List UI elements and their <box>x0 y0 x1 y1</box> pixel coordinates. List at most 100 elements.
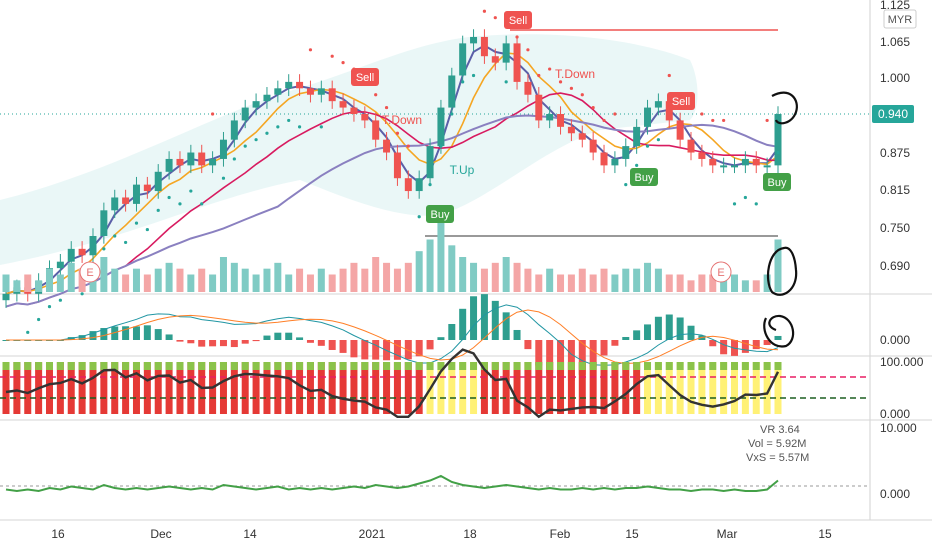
osc-column-top <box>752 362 760 370</box>
osc-column <box>274 362 282 414</box>
osc-column-top <box>600 362 608 370</box>
volume-bar <box>306 274 314 292</box>
volume-bar <box>611 274 619 292</box>
signal-buy-badge <box>763 173 791 191</box>
sar-dot <box>200 202 204 206</box>
candle-body <box>448 75 456 108</box>
sar-dot <box>482 9 487 13</box>
osc-column-top <box>774 362 782 370</box>
osc-line <box>5 348 780 419</box>
macd-hist-bar <box>448 324 456 340</box>
sar-dot <box>297 125 302 129</box>
osc-column-top <box>350 362 358 370</box>
osc-column-top <box>611 362 619 370</box>
sar-dot <box>504 80 508 84</box>
candle-body <box>241 107 249 121</box>
macd-hist-bar <box>589 340 597 367</box>
volume-bar <box>698 274 706 292</box>
osc-column-top <box>720 362 728 370</box>
macd-hist-bar <box>143 325 151 340</box>
osc-column-top <box>415 362 423 370</box>
macd-hist-bar <box>720 340 728 355</box>
candle-body <box>2 293 10 301</box>
channel-cloud <box>0 34 698 265</box>
candle-body <box>219 139 227 159</box>
candle-body <box>306 88 314 95</box>
sar-dot <box>330 54 334 58</box>
candle-body <box>230 120 238 140</box>
ink-mark-volume <box>766 246 798 296</box>
macd-hist-bar <box>198 340 206 347</box>
osc-column <box>67 362 75 414</box>
osc-column <box>285 362 293 414</box>
volume-bar <box>100 257 108 292</box>
sar-dot <box>374 93 378 97</box>
osc-column <box>480 362 488 414</box>
sar-dot <box>254 138 258 142</box>
volume-bar <box>24 274 32 292</box>
volume-bar <box>132 268 140 292</box>
candle-body <box>557 114 565 127</box>
sar-dot <box>417 215 421 219</box>
volume-bar <box>470 262 478 292</box>
osc-column-top <box>89 362 97 370</box>
candle-body <box>567 126 575 134</box>
macd-hist-bar <box>709 340 717 347</box>
candle-body <box>459 43 467 76</box>
volume-bar <box>720 280 728 292</box>
last-price-badge <box>872 105 914 123</box>
sar-dot <box>221 176 226 180</box>
candle-body <box>296 81 304 89</box>
sar-dot <box>624 183 628 187</box>
osc-column-top <box>546 362 554 370</box>
volume-bar <box>56 274 64 292</box>
volume-bar <box>709 274 717 292</box>
currency-box[interactable] <box>883 9 917 29</box>
signal-buy-label: Buy <box>431 209 450 221</box>
candle-body <box>763 165 771 168</box>
osc-column <box>393 362 401 414</box>
sar-dot <box>754 202 758 206</box>
sar-dot <box>548 67 552 71</box>
volume-bar <box>665 274 673 292</box>
macd-line <box>6 304 779 366</box>
macd-hist-bar <box>339 340 347 353</box>
sar-dot <box>667 73 671 78</box>
macd-hist-bar <box>774 335 782 340</box>
osc-column <box>731 362 739 414</box>
price-axis-tick: 1.125 <box>880 0 910 12</box>
osc-column <box>654 362 662 414</box>
earnings-marker-1[interactable] <box>79 261 101 283</box>
osc-column-top <box>56 362 64 370</box>
volume-bar <box>600 268 608 292</box>
osc-column <box>470 362 478 414</box>
candle-body <box>209 158 217 166</box>
osc-column <box>622 362 630 414</box>
osc-column <box>459 362 467 414</box>
macd-hist-bar <box>219 340 227 347</box>
volume-bar <box>274 262 282 292</box>
candle-body <box>665 101 673 121</box>
candle-body <box>491 56 499 63</box>
osc-column <box>720 362 728 414</box>
signal-sell-badge <box>667 92 695 110</box>
macd-hist-bar <box>154 329 162 340</box>
osc-column-top <box>448 362 456 370</box>
sar-dot <box>428 183 432 187</box>
macd-hist-bar <box>306 340 314 343</box>
signal-buy-badge <box>426 205 454 223</box>
osc-column <box>383 362 391 414</box>
volume-bar <box>404 262 412 292</box>
osc-column <box>546 362 554 414</box>
candle-body <box>372 120 380 140</box>
osc-column <box>350 362 358 414</box>
osc-column <box>741 362 749 414</box>
earnings-marker-2[interactable] <box>710 261 732 283</box>
candle-body <box>361 114 369 121</box>
macd-hist-bar <box>111 326 119 340</box>
osc-column-top <box>328 362 336 370</box>
candle-body <box>328 88 336 102</box>
sar-dot <box>711 118 715 123</box>
